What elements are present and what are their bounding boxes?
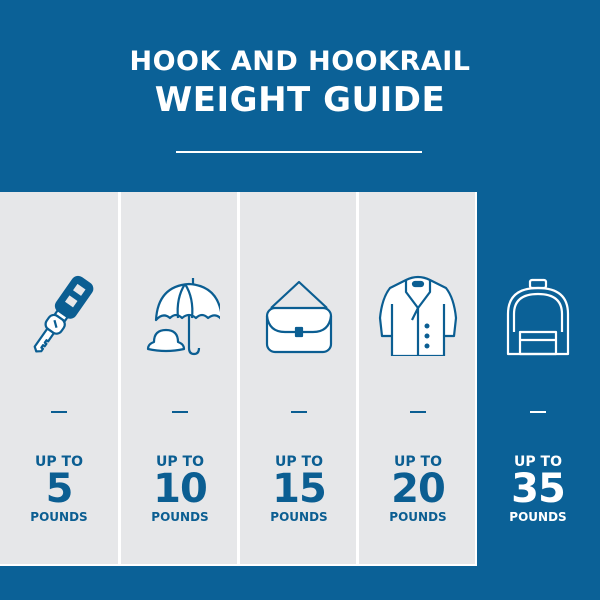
weight-column-15: UP TO 15 POUNDS	[240, 192, 358, 566]
weight-value: 15	[272, 466, 327, 512]
column-divider	[118, 192, 121, 564]
separator-dash	[530, 411, 546, 413]
column-divider	[237, 192, 240, 564]
separator-dash	[51, 411, 67, 413]
unit-label: POUNDS	[151, 510, 209, 524]
up-to-label: UP TO	[275, 454, 323, 470]
separator-dash	[291, 411, 307, 413]
up-to-label: UP TO	[394, 454, 442, 470]
weight-column-20: UP TO 20 POUNDS	[359, 192, 477, 566]
up-to-label: UP TO	[156, 454, 204, 470]
separator-dash	[172, 411, 188, 413]
title-line-2: WEIGHT GUIDE	[154, 80, 446, 120]
weight-value: 5	[45, 466, 74, 512]
handbag-icon	[265, 280, 333, 354]
weight-value: 20	[391, 466, 446, 512]
title-divider	[176, 151, 422, 153]
umbrella-hat-icon	[146, 278, 220, 356]
column-divider	[356, 192, 359, 564]
unit-label: POUNDS	[30, 510, 88, 524]
weight-value: 10	[153, 466, 208, 512]
weight-value: 35	[511, 466, 566, 512]
car-key-icon	[33, 275, 94, 353]
weight-column-35: UP TO 35 POUNDS	[479, 192, 597, 566]
weight-column-10: UP TO 10 POUNDS	[121, 192, 239, 566]
up-to-label: UP TO	[35, 454, 83, 470]
unit-label: POUNDS	[270, 510, 328, 524]
title-line-1: HOOK AND HOOKRAIL	[129, 46, 471, 77]
weight-column-5: UP TO 5 POUNDS	[0, 192, 118, 566]
unit-label: POUNDS	[389, 510, 447, 524]
backpack-icon	[506, 278, 570, 356]
separator-dash	[410, 411, 426, 413]
unit-label: POUNDS	[509, 510, 567, 524]
up-to-label: UP TO	[514, 454, 562, 470]
coat-icon	[378, 275, 458, 356]
